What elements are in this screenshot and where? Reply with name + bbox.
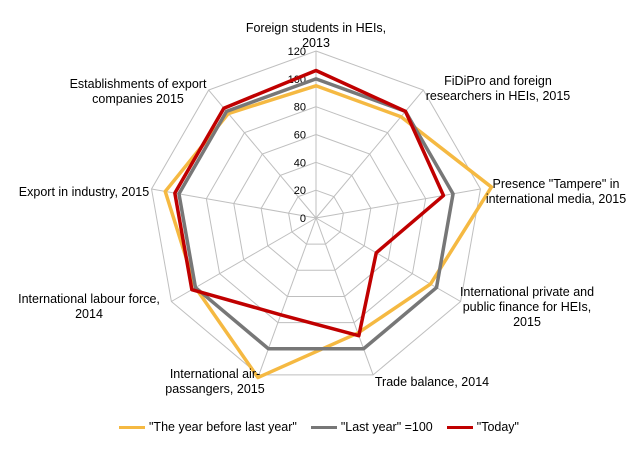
axis-label-5: International air-passangers, 2015 — [165, 367, 264, 396]
legend-swatch-year-before-last — [119, 425, 145, 429]
tick-label-0: 0 — [300, 213, 306, 225]
grid-ring-20 — [288, 189, 344, 245]
legend-item-last-year: "Last year" =100 — [310, 420, 433, 434]
spoke-3 — [315, 217, 461, 302]
tick-label-20: 20 — [294, 185, 306, 197]
axis-label-0: Foreign students in HEIs, 2013 — [246, 21, 386, 50]
legend-label-today: "Today" — [476, 420, 519, 434]
axis-label-1: FiDiPro and foreign researchers in HEIs, … — [426, 74, 571, 103]
grid-ring-60 — [233, 133, 399, 297]
tick-label-60: 60 — [294, 130, 306, 142]
tick-label-80: 80 — [294, 102, 306, 114]
series-last-year — [177, 77, 455, 351]
legend-swatch-last-year — [310, 425, 337, 429]
spoke-1 — [315, 89, 424, 219]
spoke-2 — [315, 188, 481, 219]
axis-labels: Foreign students in HEIs, 2013 FiDiPro and… — [18, 21, 626, 396]
series-layer — [163, 68, 494, 380]
grid-ring-40 — [260, 161, 372, 271]
legend-swatch-today — [446, 425, 473, 429]
tick-label-120: 120 — [288, 46, 306, 58]
axis-label-2: Presence "Tampere" in international media… — [486, 177, 626, 206]
legend: "The year before last year" "Last year" … — [0, 420, 638, 434]
series-today — [173, 68, 446, 338]
axis-label-3: International private and public finance … — [460, 285, 594, 329]
axis-label-4: Trade balance, 2014 — [375, 375, 489, 389]
axis-label-6: International labour force, 2014 — [18, 292, 160, 321]
legend-label-year-before-last: "The year before last year" — [149, 420, 297, 434]
legend-item-today: "Today" — [446, 420, 519, 434]
legend-label-last-year: "Last year" =100 — [340, 420, 433, 434]
axis-label-7: Export in industry, 2015 — [19, 185, 149, 199]
axis-label-8: Establishments of export companies 2015 — [70, 77, 207, 106]
legend-item-year-before-last: "The year before last year" — [119, 420, 297, 434]
tick-label-40: 40 — [294, 157, 306, 169]
grid-ring-120 — [151, 50, 481, 376]
